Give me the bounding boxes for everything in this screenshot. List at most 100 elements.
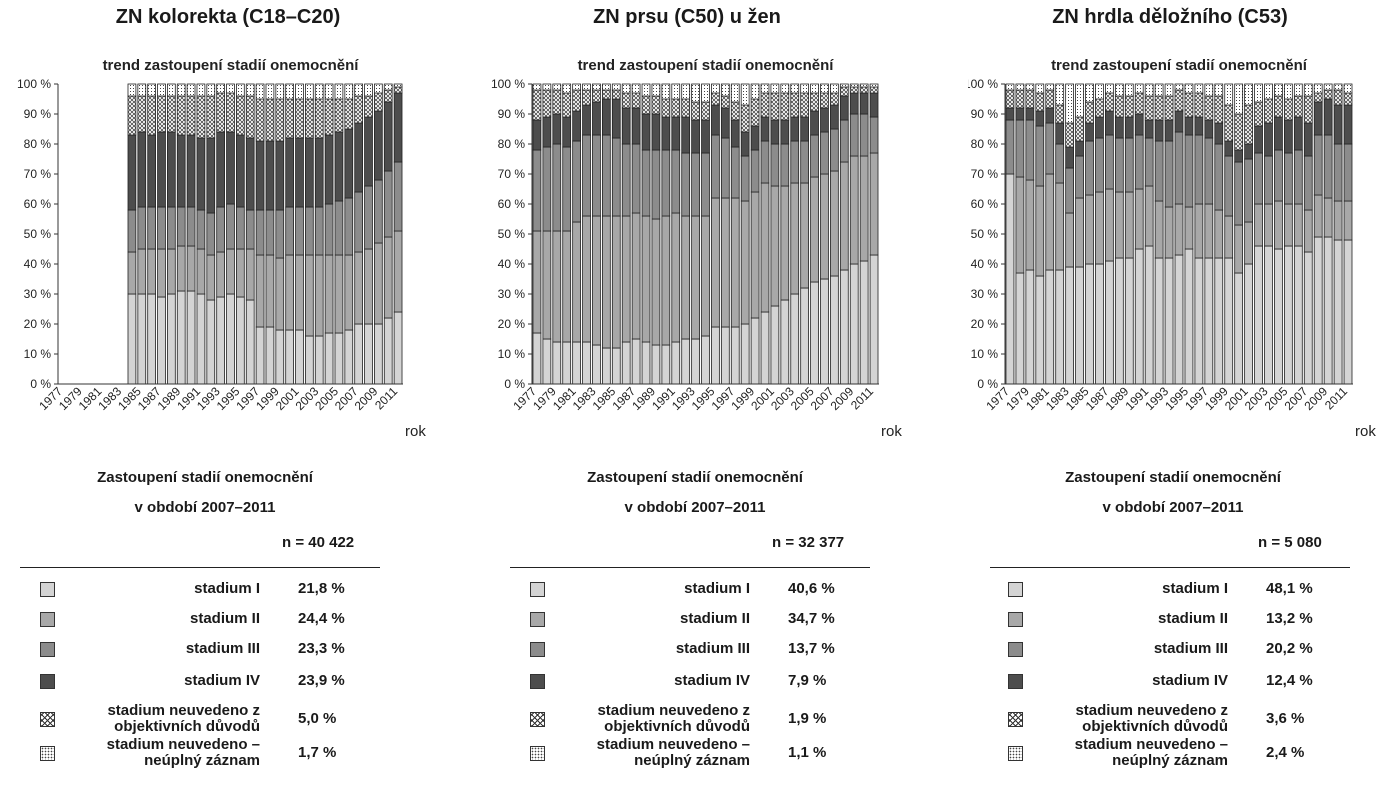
bar-segment [1025, 179, 1035, 271]
bar-segment [186, 83, 196, 97]
bar-segment [1254, 245, 1263, 385]
bar-segment [572, 341, 581, 385]
bar-segment [562, 146, 572, 232]
bar-segment [800, 116, 810, 142]
bar-segment [1045, 89, 1055, 109]
bar-segment [1105, 92, 1114, 112]
bar-segment [691, 152, 700, 217]
bar-segment [641, 95, 651, 115]
panel-title: ZN hrdla děložního (C53) [1052, 6, 1288, 28]
bar-segment [1144, 95, 1154, 121]
bar-segment [641, 215, 651, 343]
legend-value: 23,9 % [298, 672, 345, 689]
y-tick-label: 70 % [24, 167, 52, 181]
bar-segment [1274, 149, 1283, 202]
bar-segment [1254, 203, 1263, 247]
bar-segment [1274, 83, 1283, 97]
legend-label: stadium neuvedeno z objektivních důvodů [1028, 703, 1228, 735]
bar-segment [770, 83, 780, 94]
bar-segment [206, 254, 216, 301]
legend-label-line: stadium I [194, 580, 260, 597]
bar-segment [1055, 182, 1065, 271]
bar-segment [1244, 143, 1253, 160]
bar-segment [186, 290, 196, 385]
bar-segment [849, 155, 859, 265]
bar-segment [314, 335, 324, 385]
legend-label: stadium II [60, 611, 260, 627]
legend-label-line: stadium IV [1152, 672, 1228, 689]
bar-segment [157, 296, 166, 385]
legend-label-line: stadium IV [184, 672, 260, 689]
bar-segment [621, 215, 631, 343]
bar-segment [167, 248, 176, 295]
bar-segment [701, 83, 710, 103]
legend-label-line: stadium I [1162, 580, 1228, 597]
bar-segment [681, 116, 691, 154]
bar-segment [711, 92, 720, 106]
bar-segment [334, 200, 344, 256]
bar-segment [1244, 263, 1253, 385]
legend-label: stadium IV [550, 673, 750, 689]
bar-segment [344, 329, 354, 385]
bar-segment [1105, 260, 1114, 385]
bar-segment [137, 248, 147, 295]
bar-segment [869, 116, 879, 154]
bar-segment [1035, 185, 1045, 277]
bar-segment [552, 143, 562, 232]
x-axis-label: rok [405, 423, 426, 440]
bar-segment [1075, 155, 1084, 199]
bar-segment [1164, 206, 1174, 259]
bar-segment [1343, 83, 1353, 94]
bar-segment [621, 92, 631, 109]
bar-segment [631, 338, 641, 385]
bar-segment [216, 92, 225, 133]
bar-segment [167, 206, 176, 250]
bar-segment [631, 92, 641, 109]
bar-segment [601, 89, 611, 100]
bar-segment [631, 107, 641, 145]
legend-row: stadium neuvedeno – neúplný záznam 1,7 % [0, 737, 400, 769]
bar-segment [334, 98, 344, 133]
bar-segment [1025, 119, 1035, 181]
legend-row: stadium III 13,7 % [490, 641, 890, 673]
bar-segment [810, 110, 819, 136]
bar-segment [216, 206, 225, 253]
bar-segment [127, 95, 137, 136]
bar-segment [1105, 134, 1114, 190]
bar-segment [196, 293, 206, 385]
bar-segment [176, 134, 186, 208]
bar-segment [196, 95, 206, 139]
panel-breast: ZN prsu (C50) u žen trend zastoupení sta… [490, 0, 950, 800]
bar-segment [1114, 137, 1124, 193]
bar-segment [275, 329, 285, 385]
y-tick-label: 30 % [24, 287, 52, 301]
x-axis-label: rok [1355, 423, 1376, 440]
bar-segment [1144, 83, 1154, 97]
bar-segment [601, 215, 611, 349]
bar-segment [1293, 203, 1303, 247]
bar-segment [354, 323, 363, 385]
summary-rule [510, 567, 870, 568]
bar-segment [1134, 113, 1144, 136]
bar-segment [305, 137, 314, 208]
bar-segment [780, 299, 790, 385]
bar-segment [226, 293, 235, 385]
bar-segment [324, 134, 334, 205]
bar-segment [1065, 122, 1075, 148]
bar-segment [1095, 263, 1104, 385]
bar-segment [849, 263, 859, 385]
bar-segment [1293, 95, 1303, 118]
bar-segment [730, 119, 740, 148]
bar-segment [1234, 149, 1244, 163]
bar-segment [393, 92, 403, 163]
bar-segment [1124, 116, 1134, 139]
y-tick-label: 90 % [24, 107, 52, 121]
legend-label-line: stadium neuvedeno z [597, 702, 750, 719]
bar-segment [226, 203, 235, 250]
bar-segment [1283, 245, 1293, 385]
bar-segment [820, 173, 829, 280]
bar-segment [324, 98, 334, 136]
legend-value: 7,9 % [788, 672, 827, 689]
bar-segment [324, 332, 334, 385]
legend-value: 48,1 % [1266, 580, 1313, 597]
